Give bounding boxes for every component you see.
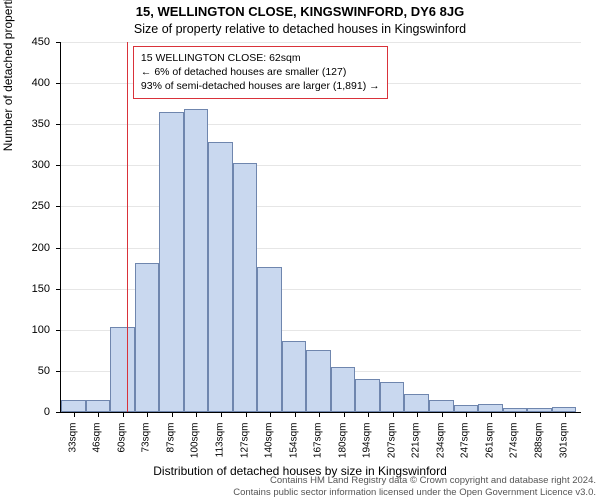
xtick-mark (442, 412, 443, 417)
xtick-mark (491, 412, 492, 417)
xtick-label: 140sqm (264, 423, 275, 473)
xtick-label: 180sqm (337, 423, 348, 473)
xtick-mark (74, 412, 75, 417)
histogram-bar (478, 404, 503, 412)
xtick-mark (319, 412, 320, 417)
chart-container: 15, WELLINGTON CLOSE, KINGSWINFORD, DY6 … (0, 0, 600, 500)
histogram-bar (380, 382, 405, 412)
xtick-label: 288sqm (533, 423, 544, 473)
xtick-label: 167sqm (313, 423, 324, 473)
marker-line (127, 42, 128, 412)
xtick-label: 247sqm (460, 423, 471, 473)
ytick-mark (56, 330, 61, 331)
histogram-bar (110, 327, 135, 412)
xtick-mark (368, 412, 369, 417)
xtick-mark (417, 412, 418, 417)
xtick-mark (246, 412, 247, 417)
histogram-bar (135, 263, 160, 412)
histogram-bar (429, 400, 454, 412)
ytick-mark (56, 165, 61, 166)
xtick-mark (147, 412, 148, 417)
histogram-bar (257, 267, 282, 412)
ytick-label: 200 (20, 242, 50, 254)
histogram-bar (159, 112, 184, 412)
histogram-bar (61, 400, 86, 412)
footer-line1: Contains HM Land Registry data © Crown c… (233, 475, 596, 486)
ytick-label: 300 (20, 159, 50, 171)
ytick-mark (56, 42, 61, 43)
xtick-label: 87sqm (165, 423, 176, 473)
ytick-label: 450 (20, 36, 50, 48)
ytick-mark (56, 248, 61, 249)
xtick-mark (270, 412, 271, 417)
callout-box: 15 WELLINGTON CLOSE: 62sqm← 6% of detach… (133, 46, 388, 99)
ytick-mark (56, 371, 61, 372)
gridline (61, 124, 581, 125)
ytick-label: 400 (20, 77, 50, 89)
ytick-label: 50 (20, 365, 50, 377)
xtick-mark (393, 412, 394, 417)
footer-line2: Contains public sector information licen… (233, 487, 596, 498)
xtick-mark (565, 412, 566, 417)
ytick-mark (56, 124, 61, 125)
callout-line1: 15 WELLINGTON CLOSE: 62sqm (141, 51, 380, 65)
xtick-label: 113sqm (215, 423, 226, 473)
xtick-mark (98, 412, 99, 417)
xtick-label: 221sqm (411, 423, 422, 473)
gridline (61, 165, 581, 166)
xtick-label: 301sqm (558, 423, 569, 473)
ytick-mark (56, 206, 61, 207)
xtick-mark (540, 412, 541, 417)
xtick-mark (196, 412, 197, 417)
xtick-mark (515, 412, 516, 417)
ytick-label: 250 (20, 200, 50, 212)
ytick-mark (56, 412, 61, 413)
xtick-label: 127sqm (239, 423, 250, 473)
footer-attribution: Contains HM Land Registry data © Crown c… (233, 475, 596, 498)
xtick-label: 46sqm (92, 423, 103, 473)
xtick-label: 154sqm (288, 423, 299, 473)
histogram-bar (184, 109, 209, 412)
ytick-mark (56, 289, 61, 290)
xtick-label: 261sqm (484, 423, 495, 473)
xtick-label: 207sqm (386, 423, 397, 473)
xtick-mark (123, 412, 124, 417)
gridline (61, 42, 581, 43)
xtick-label: 234sqm (435, 423, 446, 473)
xtick-mark (466, 412, 467, 417)
callout-line2: ← 6% of detached houses are smaller (127… (141, 65, 380, 79)
gridline (61, 248, 581, 249)
xtick-mark (221, 412, 222, 417)
y-axis-label: Number of detached properties (1, 0, 15, 151)
xtick-label: 73sqm (141, 423, 152, 473)
xtick-mark (344, 412, 345, 417)
ytick-label: 100 (20, 324, 50, 336)
histogram-bar (282, 341, 307, 412)
xtick-label: 194sqm (362, 423, 373, 473)
histogram-bar (86, 400, 111, 412)
histogram-bar (355, 379, 380, 412)
xtick-mark (295, 412, 296, 417)
ytick-label: 0 (20, 406, 50, 418)
chart-title-main: 15, WELLINGTON CLOSE, KINGSWINFORD, DY6 … (0, 4, 600, 19)
gridline (61, 206, 581, 207)
xtick-label: 33sqm (67, 423, 78, 473)
plot-area: 15 WELLINGTON CLOSE: 62sqm← 6% of detach… (60, 42, 581, 413)
xtick-mark (172, 412, 173, 417)
histogram-bar (404, 394, 429, 412)
xtick-label: 100sqm (190, 423, 201, 473)
histogram-bar (306, 350, 331, 412)
xtick-label: 60sqm (116, 423, 127, 473)
callout-line3: 93% of semi-detached houses are larger (… (141, 79, 380, 93)
histogram-bar (208, 142, 233, 412)
ytick-mark (56, 83, 61, 84)
ytick-label: 150 (20, 283, 50, 295)
histogram-bar (233, 163, 258, 412)
histogram-bar (331, 367, 356, 412)
ytick-label: 350 (20, 118, 50, 130)
chart-title-sub: Size of property relative to detached ho… (0, 22, 600, 36)
xtick-label: 274sqm (509, 423, 520, 473)
